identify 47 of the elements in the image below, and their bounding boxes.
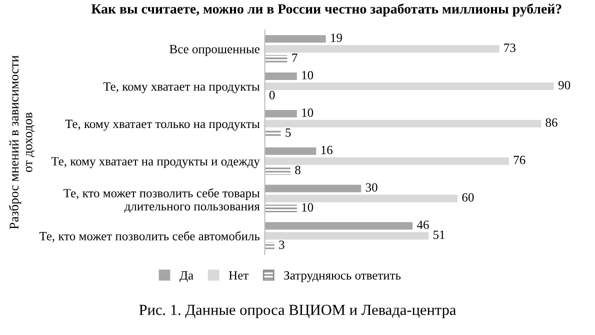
y-tick-label: Все опрошенные [170, 45, 260, 56]
bar [264, 120, 542, 128]
data-label: 10 [302, 203, 314, 212]
y-tick-label: Те, кому хватает на продукты [103, 82, 260, 94]
y-tick-label: Те, кому хватает на продукты и одежду [51, 157, 260, 168]
legend-label: Да [180, 271, 194, 282]
bar [264, 72, 297, 80]
bar [264, 35, 326, 43]
bar [264, 157, 509, 165]
bar [264, 45, 500, 53]
data-label: 10 [302, 70, 314, 80]
y-axis-title: Разброс мнений в зависимости от доходов [8, 56, 35, 230]
bar [264, 204, 297, 212]
bar [264, 55, 288, 63]
bar [264, 147, 316, 155]
y-tick-label: Те, кому хватает только на продукты [65, 120, 260, 131]
y-tick-label: Те, кто может позволить себе товары длительного пользования [64, 188, 260, 213]
bar [264, 130, 281, 138]
data-label: 60 [462, 193, 474, 202]
data-label: 30 [366, 183, 378, 192]
data-label: 73 [504, 44, 516, 52]
data-label: 10 [302, 108, 314, 117]
data-label: 0 [269, 90, 275, 100]
data-label: 46 [416, 220, 429, 230]
data-label: 7 [292, 54, 298, 62]
bar [264, 110, 297, 118]
text: Рис. 1. Данные опроса ВЦИОМ и Левада-центра [139, 304, 456, 318]
bar [264, 242, 274, 250]
chart-title: Как вы считаете, можно ли в России честно заработать миллионы рублей? [91, 4, 562, 16]
bar [264, 232, 429, 240]
legend-label: Нет [228, 271, 248, 280]
bar [264, 222, 413, 230]
bar [264, 194, 458, 202]
y-tick-label: Те, кто может позволить себе автомобиль [39, 231, 260, 242]
data-label: 19 [331, 34, 342, 42]
bar [264, 184, 362, 192]
bar [264, 82, 554, 90]
data-label: 3 [279, 240, 284, 249]
data-label: 5 [286, 128, 291, 137]
data-label: 86 [546, 118, 558, 127]
legend-label: Затрудняюсь ответить [284, 271, 401, 282]
bar [264, 167, 290, 175]
data-label: 8 [295, 166, 300, 174]
data-label: 90 [558, 80, 570, 90]
data-label: 16 [321, 146, 332, 154]
data-label: 51 [434, 230, 445, 240]
data-label: 76 [514, 156, 526, 164]
